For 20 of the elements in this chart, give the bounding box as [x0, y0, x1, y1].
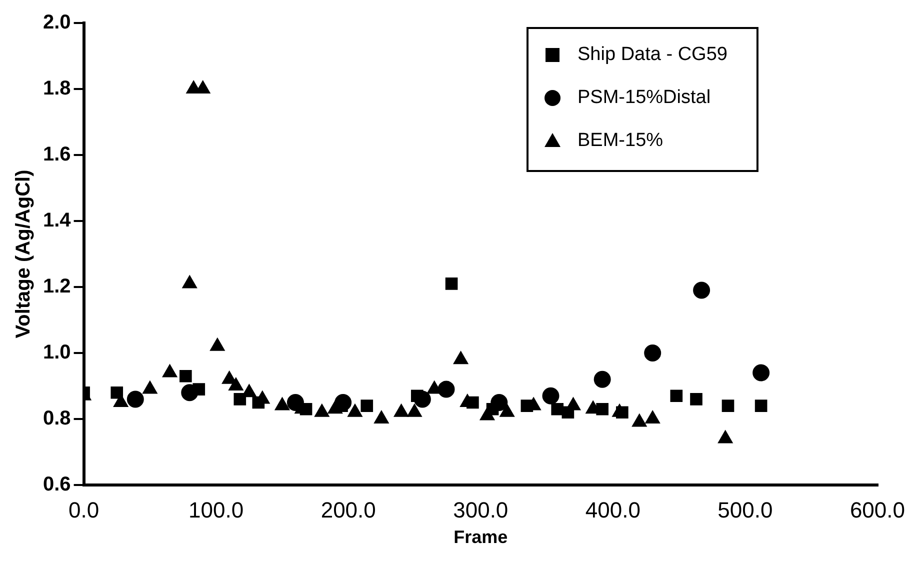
- y-tick-label: 1.8: [42, 78, 71, 100]
- y-tick-label: 0.6: [42, 474, 71, 496]
- x-axis-title: Frame: [454, 527, 508, 548]
- legend-label: BEM-15%: [578, 130, 664, 152]
- y-tick-label: 1.4: [42, 210, 72, 232]
- x-tick-label: 500.0: [718, 497, 773, 522]
- y-axis-title: Voltage (Ag/AgCl): [12, 170, 35, 338]
- x-tick-label: 300.0: [453, 497, 508, 522]
- y-tick-label: 1.2: [42, 276, 71, 298]
- x-tick-label: 200.0: [320, 497, 376, 522]
- y-tick-label: 1.6: [42, 144, 71, 166]
- x-tick-label: 100.0: [188, 497, 244, 522]
- x-tick-label: 400.0: [585, 497, 640, 522]
- x-tick-label: 600.0: [850, 497, 906, 522]
- y-tick-label: 2.0: [42, 12, 71, 34]
- x-tick-label: 0.0: [68, 497, 100, 522]
- legend-label: Ship Data - CG59: [578, 44, 728, 66]
- legend-label: PSM-15%Distal: [578, 87, 711, 108]
- y-tick-label: 1.0: [42, 342, 71, 364]
- y-tick-label: 0.8: [42, 408, 71, 430]
